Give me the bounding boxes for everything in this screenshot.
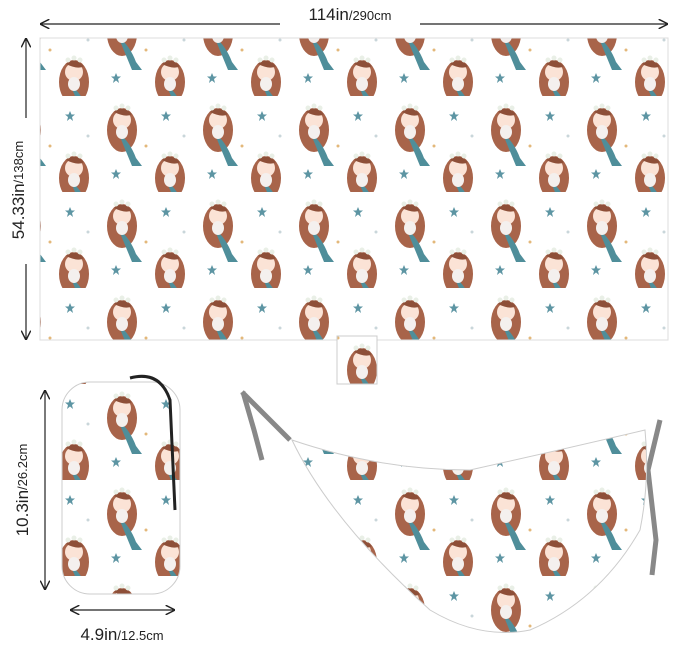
length-secondary: /290cm [349,8,392,23]
pouch-height-secondary: /26.2cm [15,444,30,490]
stuff-sack [61,381,181,595]
towel-fabric [39,37,669,341]
pouch-height-main: 10.3in [13,490,32,536]
length-label: 114in/290cm [309,5,392,24]
pouch-height-label: 10.3in/26.2cm [13,444,32,537]
width-main: 54.33in [9,183,28,239]
hammock-strap-left [240,390,292,461]
drawstring [129,374,177,511]
hammock-strap-right [645,419,663,576]
pouch-width-secondary: /12.5cm [117,628,163,643]
pouch-width-main: 4.9in [80,625,117,644]
pouch-width-label: 4.9in/12.5cm [80,625,163,644]
hammock-fabric [291,429,648,633]
width-secondary: /138cm [11,141,26,184]
width-label: 54.33in/138cm [9,141,28,239]
small-pouch [336,335,378,385]
length-main: 114in [309,5,349,24]
